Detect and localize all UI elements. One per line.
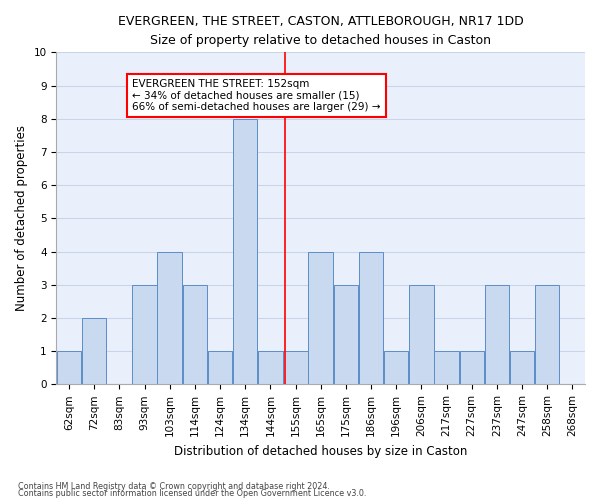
Bar [460, 351, 484, 384]
Bar [233, 118, 257, 384]
Bar [409, 284, 434, 384]
Bar [283, 351, 308, 384]
Title: EVERGREEN, THE STREET, CASTON, ATTLEBOROUGH, NR17 1DD
Size of property relative : EVERGREEN, THE STREET, CASTON, ATTLEBORO… [118, 15, 524, 47]
Text: Contains public sector information licensed under the Open Government Licence v3: Contains public sector information licen… [18, 489, 367, 498]
Bar [157, 252, 182, 384]
Text: Contains HM Land Registry data © Crown copyright and database right 2024.: Contains HM Land Registry data © Crown c… [18, 482, 330, 491]
Bar [208, 351, 232, 384]
Bar [434, 351, 459, 384]
Bar [182, 284, 207, 384]
X-axis label: Distribution of detached houses by size in Caston: Distribution of detached houses by size … [174, 444, 467, 458]
Text: EVERGREEN THE STREET: 152sqm
← 34% of detached houses are smaller (15)
66% of se: EVERGREEN THE STREET: 152sqm ← 34% of de… [132, 79, 380, 112]
Bar [359, 252, 383, 384]
Y-axis label: Number of detached properties: Number of detached properties [15, 126, 28, 312]
Bar [57, 351, 81, 384]
Bar [485, 284, 509, 384]
Bar [510, 351, 534, 384]
Bar [82, 318, 106, 384]
Bar [535, 284, 559, 384]
Bar [258, 351, 283, 384]
Bar [132, 284, 157, 384]
Bar [308, 252, 333, 384]
Bar [384, 351, 409, 384]
Bar [334, 284, 358, 384]
